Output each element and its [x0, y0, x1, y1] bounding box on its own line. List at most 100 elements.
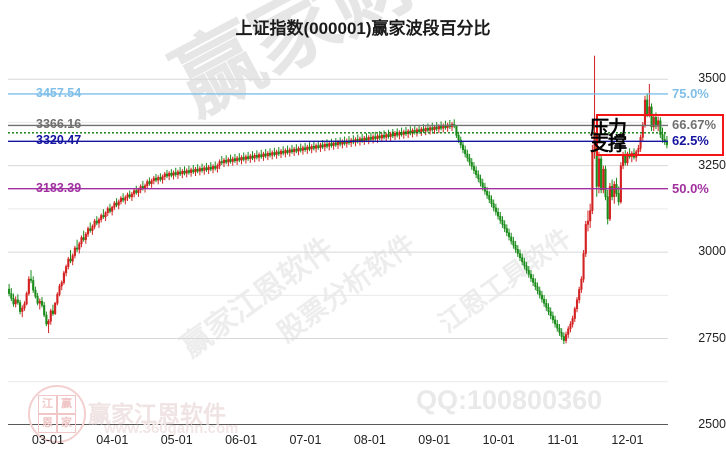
- candle-body: [464, 149, 467, 155]
- candle-body: [102, 215, 105, 218]
- candle-body: [554, 319, 557, 325]
- plot-svg: [8, 55, 668, 425]
- candle-body: [295, 148, 298, 152]
- candle-body: [376, 135, 379, 139]
- candle-body: [382, 134, 386, 138]
- candle-body: [203, 167, 206, 171]
- candle-body: [282, 150, 285, 154]
- candle-body: [389, 133, 392, 137]
- y-axis-tick: 2500: [698, 417, 726, 431]
- candle-body: [220, 161, 223, 164]
- candle-body: [86, 228, 90, 235]
- candle-body: [93, 220, 96, 227]
- candle-body: [551, 315, 554, 321]
- candle-body: [115, 202, 118, 206]
- candle-body: [62, 272, 65, 283]
- candle-body: [174, 172, 177, 175]
- candle-body: [361, 138, 364, 142]
- candle-body: [244, 156, 247, 160]
- x-axis-tick: 12-01: [611, 433, 644, 447]
- candle-body: [308, 146, 311, 150]
- candle-body: [209, 166, 212, 170]
- candle-body: [214, 166, 217, 169]
- candle-body: [657, 120, 660, 127]
- candle-body: [183, 170, 186, 174]
- candle-body: [319, 144, 322, 148]
- resistance-label: 压力: [590, 118, 627, 140]
- candle-body: [606, 196, 609, 220]
- candle-body: [549, 311, 552, 316]
- candle-body: [336, 141, 340, 146]
- candle-body: [628, 153, 631, 157]
- candle-body: [413, 130, 416, 133]
- candle-body: [589, 210, 592, 222]
- candle-body: [582, 253, 585, 280]
- candle-body: [137, 189, 140, 193]
- candle-body: [363, 137, 366, 142]
- candle-body: [225, 159, 228, 163]
- candle-body: [128, 194, 131, 198]
- candle-body: [499, 215, 502, 221]
- candle-body: [547, 307, 550, 312]
- candle-body: [597, 158, 600, 187]
- candlestick-plot: [8, 55, 668, 425]
- candle-body: [78, 243, 81, 250]
- x-axis-tick: 03-01: [31, 433, 64, 447]
- candle-body: [288, 149, 291, 153]
- candle-body: [271, 152, 274, 156]
- x-axis-tick: 05-01: [160, 433, 193, 447]
- candle-body: [569, 323, 572, 330]
- candle-body: [117, 201, 120, 206]
- candle-body: [47, 321, 50, 325]
- candle-body: [14, 299, 17, 305]
- candle-body: [84, 233, 87, 240]
- candle-body: [240, 157, 243, 161]
- candle-body: [374, 136, 377, 139]
- candle-body: [36, 296, 39, 304]
- candle-body: [472, 166, 475, 171]
- candle-body: [290, 149, 294, 153]
- candle-body: [527, 269, 530, 275]
- candle-body: [306, 146, 309, 150]
- candle-body: [556, 323, 559, 329]
- candle-body: [205, 167, 208, 171]
- candle-body: [661, 134, 664, 140]
- candle-body: [277, 151, 280, 155]
- candle-body: [652, 116, 655, 128]
- candle-body: [253, 155, 256, 159]
- candle-body: [34, 289, 37, 297]
- candle-body: [218, 161, 221, 166]
- candle-body: [422, 128, 425, 132]
- x-axis-tick: 07-01: [289, 433, 322, 447]
- candle-body: [51, 310, 55, 314]
- candle-body: [468, 157, 471, 163]
- candle-body: [365, 137, 368, 141]
- candle-body: [82, 237, 85, 240]
- candle-body: [43, 305, 46, 316]
- candle-body: [525, 265, 528, 271]
- candle-body: [113, 202, 116, 208]
- candle-body: [621, 155, 625, 166]
- candle-body: [536, 286, 539, 292]
- price-label-level-75: 3457.54: [36, 85, 82, 100]
- candle-body: [260, 154, 263, 157]
- candle-body: [80, 237, 83, 245]
- candle-body: [304, 147, 307, 150]
- page-title: 上证指数(000001)赢家波段百分比: [235, 19, 491, 38]
- candle-body: [159, 177, 162, 180]
- candle-body: [334, 142, 337, 146]
- candle-body: [27, 278, 30, 294]
- candle-body: [567, 328, 570, 335]
- candle-body: [398, 132, 401, 136]
- candle-body: [40, 300, 44, 306]
- candle-body: [611, 186, 614, 198]
- candle-body: [455, 125, 458, 136]
- candle-body: [251, 155, 254, 159]
- candle-body: [23, 303, 26, 309]
- candle-body: [630, 152, 633, 157]
- candle-body: [608, 186, 611, 220]
- candle-body: [32, 280, 35, 291]
- candle-body: [475, 170, 478, 175]
- candle-body: [523, 261, 526, 267]
- candle-body: [325, 143, 329, 147]
